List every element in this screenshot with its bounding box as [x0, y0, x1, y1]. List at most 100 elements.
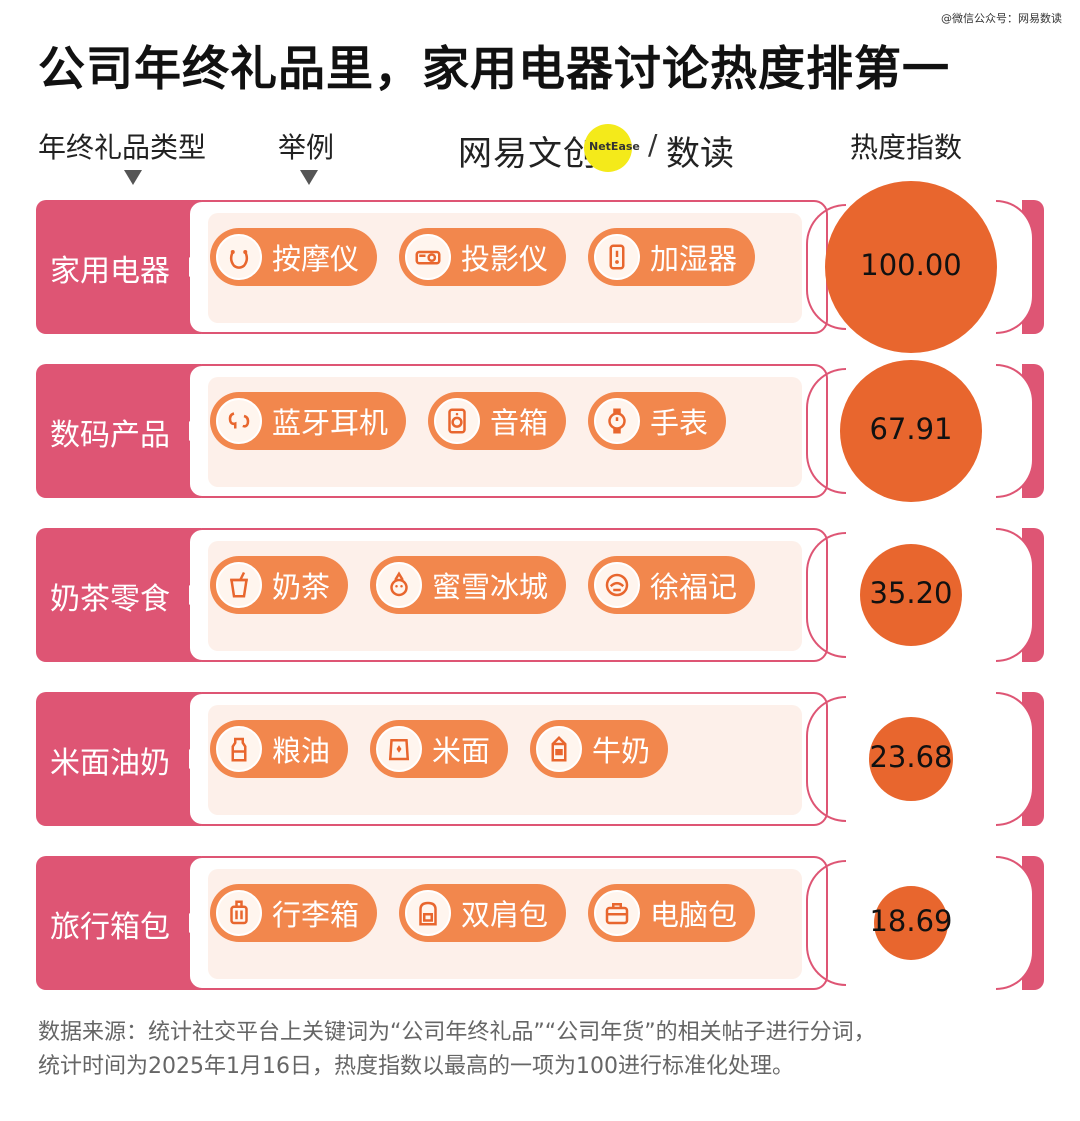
- bracket-right: [996, 200, 1044, 334]
- milk-carton-icon: [536, 726, 583, 772]
- category-box: 奶茶零食: [36, 528, 201, 662]
- value-label: 23.68: [869, 740, 953, 774]
- example-label: 徐福记: [650, 570, 738, 604]
- bracket-right: [996, 364, 1044, 498]
- examples-panel: 蓝牙耳机 音箱 手表: [188, 364, 828, 498]
- logo-badge: NetEase: [589, 140, 640, 153]
- value-bubble: [873, 885, 949, 961]
- example-pills: 行李箱 双肩包 电脑包: [210, 884, 756, 942]
- example-pill: 徐福记: [588, 556, 756, 614]
- bracket-right: [996, 856, 1044, 990]
- header-index: 热度指数: [850, 131, 963, 164]
- example-pill: 蓝牙耳机: [210, 392, 407, 450]
- example-pill: 蜜雪冰城: [370, 556, 567, 614]
- neck-massager-icon: [216, 234, 262, 280]
- category-arrow-icon: [189, 749, 201, 769]
- oil-bottle-icon: [216, 726, 262, 772]
- value-label: 35.20: [869, 576, 953, 610]
- example-pill: 双肩包: [399, 884, 567, 942]
- mixue-mascot-icon: [376, 562, 423, 608]
- example-label: 按摩仪: [272, 242, 360, 276]
- examples-panel: 奶茶 蜜雪冰城 徐福记: [188, 528, 828, 662]
- example-pill: 加湿器: [588, 228, 756, 286]
- category-arrow-icon: [189, 257, 201, 277]
- backpack-icon: [405, 890, 452, 936]
- milk-tea-icon: [216, 562, 262, 608]
- example-label: 投影仪: [461, 242, 549, 276]
- chart-row: 旅行箱包 行李箱 双肩包 电脑包 18.69: [36, 856, 1046, 990]
- value-label: 18.69: [869, 904, 953, 938]
- footnote-line-2: 统计时间为2025年1月16日，热度指数以最高的一项为100进行标准化处理。: [38, 1054, 794, 1079]
- projector-icon: [405, 234, 452, 280]
- example-pill: 投影仪: [399, 228, 567, 286]
- category-box: 米面油奶: [36, 692, 201, 826]
- watermark: @微信公众号：网易数读: [941, 12, 1062, 25]
- header-examples: 举例: [278, 131, 335, 164]
- examples-panel: 行李箱 双肩包 电脑包: [188, 856, 828, 990]
- value-bubble: [825, 181, 997, 353]
- example-pill: 按摩仪: [210, 228, 378, 286]
- logo-text-right: 数读: [666, 134, 734, 174]
- category-label: 旅行箱包: [50, 910, 170, 945]
- category-box: 旅行箱包: [36, 856, 201, 990]
- bracket-right: [996, 528, 1044, 662]
- value-bubble: [869, 717, 953, 801]
- value-bubble: [859, 543, 963, 647]
- example-pill: 米面: [370, 720, 509, 778]
- footnote: 数据来源：统计社交平台上关键词为“公司年终礼品”“公司年货”的相关帖子进行分词，…: [38, 1016, 1048, 1084]
- example-pill: 牛奶: [530, 720, 669, 778]
- logo-slash: /: [648, 128, 658, 161]
- chart-row: 奶茶零食 奶茶 蜜雪冰城 徐福记 35.20: [36, 528, 1046, 662]
- category-label: 米面油奶: [50, 746, 170, 781]
- example-label: 牛奶: [592, 734, 651, 768]
- category-box: 家用电器: [36, 200, 201, 334]
- chart-row: 数码产品 蓝牙耳机 音箱 手表 67.91: [36, 360, 1046, 502]
- category-label: 家用电器: [50, 254, 170, 289]
- example-pills: 蓝牙耳机 音箱 手表: [210, 392, 727, 450]
- value-bubble: [840, 360, 982, 502]
- example-pill: 粮油: [210, 720, 349, 778]
- example-pills: 按摩仪 投影仪 加湿器: [210, 228, 756, 286]
- examples-panel: 粮油 米面 牛奶: [188, 692, 828, 826]
- example-pills: 奶茶 蜜雪冰城 徐福记: [210, 556, 756, 614]
- example-pill: 音箱: [428, 392, 567, 450]
- example-label: 电脑包: [650, 898, 738, 932]
- logo-dot-icon: [584, 124, 632, 172]
- example-label: 双肩包: [461, 898, 549, 932]
- category-box: 数码产品: [36, 364, 201, 498]
- watch-icon: [594, 398, 641, 444]
- example-label: 行李箱: [272, 898, 360, 932]
- example-pills: 粮油 米面 牛奶: [210, 720, 669, 778]
- category-arrow-icon: [189, 421, 201, 441]
- example-label: 米面: [432, 734, 491, 768]
- value-label: 67.91: [869, 412, 953, 446]
- example-pill: 行李箱: [210, 884, 378, 942]
- example-label: 蜜雪冰城: [432, 570, 549, 604]
- example-label: 蓝牙耳机: [272, 406, 389, 440]
- value-label: 100.00: [860, 248, 962, 282]
- chart-row: 米面油奶 粮油 米面 牛奶 23.68: [36, 692, 1046, 826]
- header-category: 年终礼品类型: [38, 131, 207, 164]
- earbuds-icon: [216, 398, 262, 444]
- example-label: 手表: [650, 406, 709, 440]
- suitcase-icon: [216, 890, 262, 936]
- header-examples-arrow-icon: [300, 170, 318, 185]
- humidifier-icon: [594, 234, 641, 280]
- speaker-icon: [434, 398, 481, 444]
- footnote-line-1: 数据来源：统计社交平台上关键词为“公司年终礼品”“公司年货”的相关帖子进行分词，: [38, 1020, 876, 1045]
- laptop-bag-icon: [594, 890, 641, 936]
- example-label: 音箱: [490, 406, 549, 440]
- example-pill: 手表: [588, 392, 727, 450]
- rice-bag-icon: [376, 726, 423, 772]
- example-pill: 电脑包: [588, 884, 756, 942]
- brand-logo: 网易文创 NetEase / 数读: [458, 124, 738, 174]
- logo-text-left: 网易文创: [458, 134, 598, 174]
- xufuji-logo-icon: [594, 562, 641, 608]
- category-arrow-icon: [189, 585, 201, 605]
- category-label: 数码产品: [50, 418, 170, 453]
- bracket-right: [996, 692, 1044, 826]
- chart-row: 家用电器 按摩仪 投影仪 加湿器 100.00: [36, 181, 1046, 353]
- example-pill: 奶茶: [210, 556, 349, 614]
- header-category-arrow-icon: [124, 170, 142, 185]
- category-label: 奶茶零食: [50, 582, 170, 617]
